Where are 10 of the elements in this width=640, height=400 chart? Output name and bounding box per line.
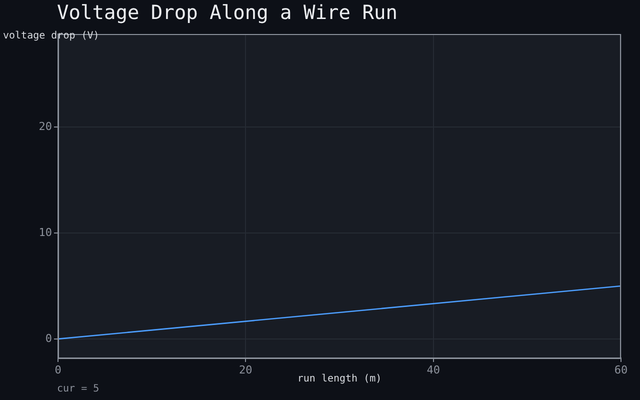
x-tick-label: 40 xyxy=(426,363,440,376)
chart-title: Voltage Drop Along a Wire Run xyxy=(57,1,398,24)
y-tick-label: 0 xyxy=(45,332,52,345)
x-tick-label: 20 xyxy=(239,363,252,376)
y-tick-label: 10 xyxy=(38,226,52,239)
x-tick-label: 60 xyxy=(614,363,628,376)
text: cur = 5 xyxy=(57,384,100,395)
x-tick-label: 0 xyxy=(54,363,62,376)
x-axis-title: run length (m) xyxy=(297,374,382,385)
y-tick-label: 20 xyxy=(38,120,52,134)
